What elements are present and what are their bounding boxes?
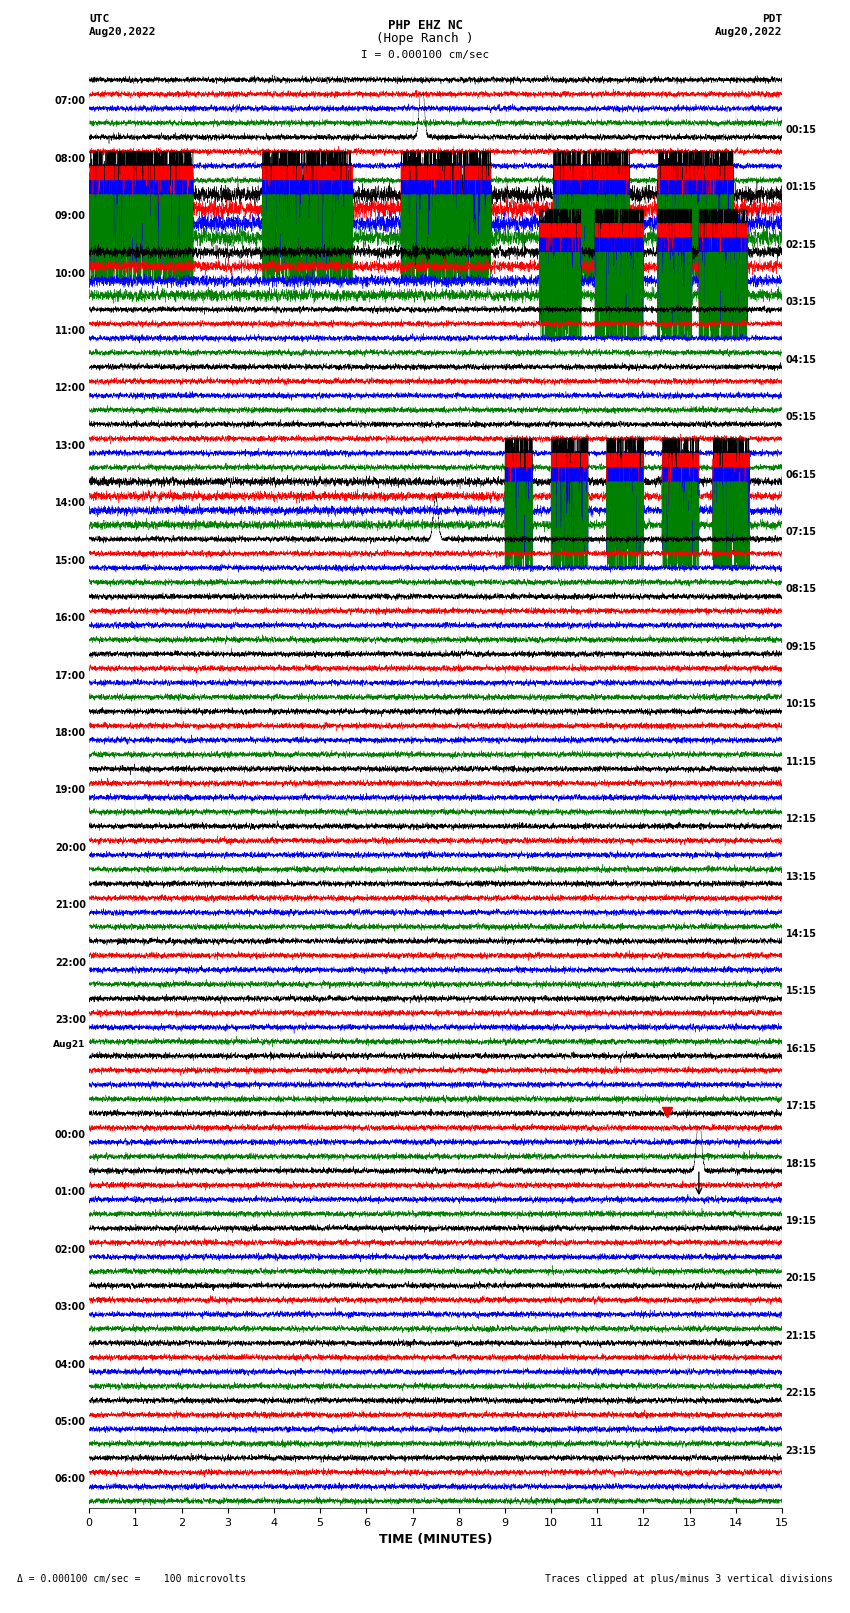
Text: 19:15: 19:15 [785, 1216, 817, 1226]
Text: 16:00: 16:00 [54, 613, 86, 623]
Text: 06:15: 06:15 [785, 469, 817, 479]
Text: 07:15: 07:15 [785, 527, 817, 537]
Text: 05:15: 05:15 [785, 413, 817, 423]
Text: 03:15: 03:15 [785, 297, 817, 306]
Text: Aug20,2022: Aug20,2022 [89, 27, 156, 37]
Text: 22:15: 22:15 [785, 1389, 817, 1398]
Text: 11:00: 11:00 [54, 326, 86, 336]
Text: 07:00: 07:00 [54, 97, 86, 106]
Text: 09:00: 09:00 [54, 211, 86, 221]
X-axis label: TIME (MINUTES): TIME (MINUTES) [379, 1534, 492, 1547]
Text: 03:00: 03:00 [54, 1302, 86, 1311]
Text: 01:15: 01:15 [785, 182, 817, 192]
Text: UTC: UTC [89, 15, 110, 24]
Text: 17:15: 17:15 [785, 1102, 817, 1111]
Text: PDT: PDT [762, 15, 782, 24]
Text: 20:00: 20:00 [54, 844, 86, 853]
Text: 04:15: 04:15 [785, 355, 817, 365]
Text: 21:00: 21:00 [54, 900, 86, 910]
Text: 22:00: 22:00 [54, 958, 86, 968]
Text: 13:00: 13:00 [54, 440, 86, 450]
Text: PHP EHZ NC: PHP EHZ NC [388, 19, 462, 32]
Text: 11:15: 11:15 [785, 756, 817, 766]
Text: Aug20,2022: Aug20,2022 [715, 27, 782, 37]
Text: 12:15: 12:15 [785, 815, 817, 824]
Text: 06:00: 06:00 [54, 1474, 86, 1484]
Text: Δ = 0.000100 cm/sec =    100 microvolts: Δ = 0.000100 cm/sec = 100 microvolts [17, 1574, 246, 1584]
Text: 10:15: 10:15 [785, 700, 817, 710]
Text: 01:00: 01:00 [54, 1187, 86, 1197]
Text: 05:00: 05:00 [54, 1418, 86, 1428]
Text: 09:15: 09:15 [785, 642, 817, 652]
Text: 00:00: 00:00 [54, 1131, 86, 1140]
Text: 18:15: 18:15 [785, 1158, 817, 1168]
Text: 12:00: 12:00 [54, 384, 86, 394]
Text: 23:00: 23:00 [54, 1015, 86, 1024]
Text: 15:15: 15:15 [785, 987, 817, 997]
Text: Traces clipped at plus/minus 3 vertical divisions: Traces clipped at plus/minus 3 vertical … [545, 1574, 833, 1584]
Text: 18:00: 18:00 [54, 727, 86, 737]
Text: 13:15: 13:15 [785, 871, 817, 881]
Text: 02:00: 02:00 [54, 1245, 86, 1255]
Text: 15:00: 15:00 [54, 556, 86, 566]
Text: 14:15: 14:15 [785, 929, 817, 939]
Text: (Hope Ranch ): (Hope Ranch ) [377, 32, 473, 45]
Text: 19:00: 19:00 [54, 786, 86, 795]
Text: Aug21: Aug21 [54, 1040, 86, 1048]
Text: 04:00: 04:00 [54, 1360, 86, 1369]
Text: 08:00: 08:00 [54, 153, 86, 163]
Text: 21:15: 21:15 [785, 1331, 817, 1340]
Text: 02:15: 02:15 [785, 240, 817, 250]
Text: I = 0.000100 cm/sec: I = 0.000100 cm/sec [361, 50, 489, 60]
Text: 10:00: 10:00 [54, 269, 86, 279]
Text: 17:00: 17:00 [54, 671, 86, 681]
Text: 00:15: 00:15 [785, 126, 817, 135]
Text: 23:15: 23:15 [785, 1445, 817, 1455]
Text: 20:15: 20:15 [785, 1274, 817, 1284]
Text: 16:15: 16:15 [785, 1044, 817, 1053]
Text: 08:15: 08:15 [785, 584, 817, 594]
Text: 14:00: 14:00 [54, 498, 86, 508]
